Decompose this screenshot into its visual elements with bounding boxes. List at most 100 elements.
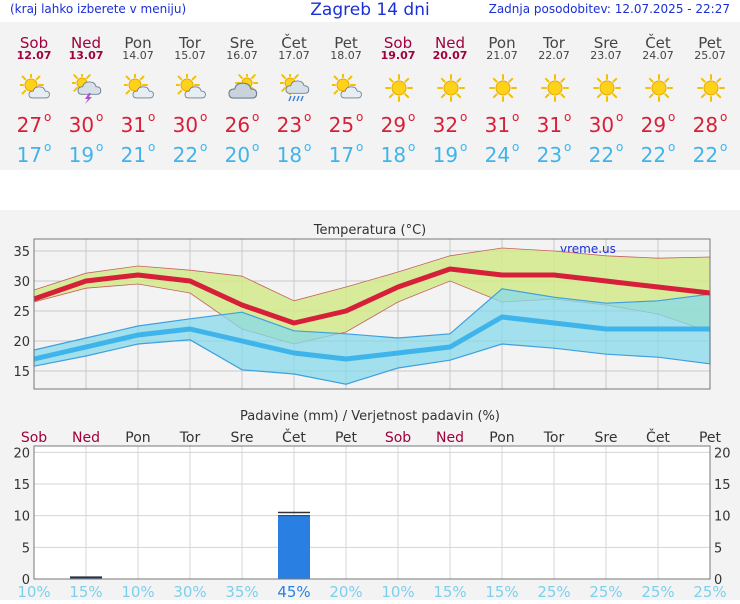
precip-day-label: Tor — [543, 430, 565, 446]
day-date: 21.07 — [486, 49, 518, 62]
precip-probability: 15% — [485, 583, 518, 600]
precip-day-label: Čet — [646, 428, 670, 446]
temp-high: 30 o — [68, 110, 104, 137]
temp-high: 27 o — [16, 110, 52, 137]
day-name: Tor — [179, 34, 201, 52]
forecast-day: Sre 23.07 30 o 22 o — [580, 22, 632, 170]
day-date: 18.07 — [330, 49, 362, 62]
y-tick-label-left: 0 — [22, 573, 30, 588]
day-date: 20.07 — [432, 49, 468, 62]
day-name: Sre — [593, 34, 619, 52]
day-name: Ned — [435, 34, 465, 52]
sun-cloud-icon — [330, 72, 362, 102]
y-tick-label: 35 — [13, 245, 30, 260]
precip-probability: 45% — [277, 583, 310, 600]
precip-probability: 25% — [589, 583, 622, 600]
temp-high: 29 o — [640, 110, 676, 137]
precip-probability: 15% — [69, 583, 102, 600]
forecast-day: Tor 15.07 30 o 22 o — [164, 22, 216, 170]
precip-probability: 10% — [381, 583, 414, 600]
temperature-plot-frame — [33, 238, 711, 390]
sun-cloud-icon — [174, 72, 206, 102]
page-title-wrap: Zagreb 14 dni — [0, 0, 740, 20]
precip-day-label: Pet — [699, 430, 722, 446]
precip-probability: 25% — [537, 583, 570, 600]
precip-probability: 25% — [693, 583, 726, 600]
day-name: Sre — [229, 34, 255, 52]
sun-icon — [696, 74, 726, 102]
day-date: 15.07 — [174, 49, 206, 62]
sun-icon — [488, 74, 518, 102]
sun-icon — [644, 74, 674, 102]
day-name: Tor — [543, 34, 565, 52]
precip-day-label: Sob — [21, 430, 47, 446]
y-tick-label-left: 10 — [13, 510, 30, 525]
temp-high: 26 o — [224, 110, 260, 137]
y-tick-label-left: 20 — [13, 446, 30, 461]
y-tick-label: 30 — [13, 275, 30, 290]
y-tick-label: 15 — [13, 365, 30, 380]
precip-title: Padavine (mm) / Verjetnost padavin (%) — [240, 409, 500, 424]
temp-low: 23 o — [536, 140, 572, 167]
temp-low: 20 o — [224, 140, 260, 167]
day-date: 23.07 — [590, 49, 622, 62]
temp-low: 21 o — [120, 140, 156, 167]
temp-high: 23 o — [276, 110, 312, 137]
precip-day-label: Pet — [335, 430, 358, 446]
y-tick-label-right: 10 — [714, 510, 731, 525]
sun-cloud-icon — [122, 72, 154, 102]
temp-low: 17 o — [328, 140, 364, 167]
temp-high: 31 o — [536, 110, 572, 137]
forecast-day: Pon 14.07 31 o 21 o — [112, 22, 164, 170]
sun-icon — [592, 74, 622, 102]
forecast-day: Sob 19.07 29 o 18 o — [372, 22, 424, 170]
day-date: 16.07 — [226, 49, 258, 62]
y-tick-label: 25 — [13, 305, 30, 320]
high-temp-line — [33, 266, 711, 326]
forecast-day: Sob 12.07 27 o 17 o — [8, 22, 60, 170]
day-name: Pet — [334, 34, 358, 52]
temp-low: 18 o — [276, 140, 312, 167]
temp-low: 22 o — [588, 140, 624, 167]
day-name: Čet — [281, 34, 307, 52]
daily-forecast: Sob 12.07 27 o 17 o Ned 13.07 30 o 19 o Pon 14.07 31 o 2… — [0, 22, 740, 170]
precip-probability: 15% — [433, 583, 466, 600]
precip-day-label: Tor — [179, 430, 201, 446]
forecast-day: Tor 22.07 31 o 23 o — [528, 22, 580, 170]
temp-high: 30 o — [588, 110, 624, 137]
precip-day-label: Sre — [595, 430, 618, 446]
precip-bar — [70, 577, 102, 579]
forecast-day: Pet 25.07 28 o 22 o — [684, 22, 736, 170]
precip-probability: 10% — [121, 583, 154, 600]
sun-cloud-icon — [18, 72, 50, 102]
temp-low: 24 o — [484, 140, 520, 167]
day-date: 14.07 — [122, 49, 154, 62]
temp-high: 31 o — [484, 110, 520, 137]
temp-low: 22 o — [692, 140, 728, 167]
day-date: 19.07 — [380, 49, 416, 62]
temp-high: 28 o — [692, 110, 728, 137]
precip-probability: 20% — [329, 583, 362, 600]
temp-low: 22 o — [172, 140, 208, 167]
temp-high: 30 o — [172, 110, 208, 137]
location-hint[interactable]: (kraj lahko izberete v meniju) — [10, 2, 187, 16]
precip-bar — [278, 515, 310, 579]
forecast-day: Pon 21.07 31 o 24 o — [476, 22, 528, 170]
day-name: Sob — [19, 34, 49, 52]
forecast-day: Sre 16.07 26 o 20 o — [216, 22, 268, 170]
precip-probability: 25% — [641, 583, 674, 600]
precip-plot-frame — [33, 445, 711, 580]
y-tick-label: 20 — [13, 335, 30, 350]
thunderstorm-icon — [70, 71, 102, 104]
day-name: Ned — [71, 34, 101, 52]
temp-low: 19 o — [68, 140, 104, 167]
forecast-day: Ned 20.07 32 o 19 o — [424, 22, 476, 170]
cloudy-sun-icon — [228, 71, 259, 102]
y-tick-label-left: 15 — [13, 478, 30, 493]
temp-high: 31 o — [120, 110, 156, 137]
y-tick-label-right: 15 — [714, 478, 731, 493]
precip-day-label: Pon — [125, 430, 150, 446]
temp-high: 32 o — [432, 110, 468, 137]
day-name: Pon — [124, 34, 152, 52]
